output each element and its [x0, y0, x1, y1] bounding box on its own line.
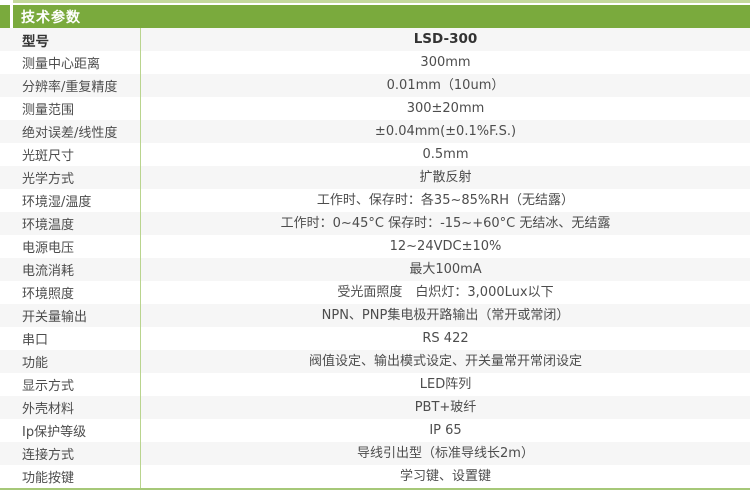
table-row: 型号 LSD-300	[0, 28, 750, 51]
param-value: 12~24VDC±10%	[140, 235, 750, 258]
param-value: 学习键、设置键	[140, 465, 750, 488]
param-value: 300mm	[140, 51, 750, 74]
param-value: ±0.04mm(±0.1%F.S.)	[140, 120, 750, 143]
table-row: 光学方式 扩散反射	[0, 166, 750, 189]
table-row: 外壳材料 PBT+玻纤	[0, 396, 750, 419]
param-value: 300±20mm	[140, 97, 750, 120]
header-bar: 技术参数	[13, 5, 750, 28]
bottom-border-line	[0, 488, 750, 490]
param-label: 串口	[22, 333, 49, 348]
table-row: 环境湿/温度 工作时、保存时：各35~85%RH（无结露）	[0, 189, 750, 212]
table-row: 电源电压 12~24VDC±10%	[0, 235, 750, 258]
param-label: Ip保护等级	[22, 425, 87, 440]
param-value: 最大100mA	[140, 258, 750, 281]
param-label: 连接方式	[22, 448, 75, 463]
param-label: 测量中心距离	[22, 57, 101, 72]
param-value: PBT+玻纤	[140, 396, 750, 419]
table-row: 功能 阀值设定、输出模式设定、开关量常开常闭设定	[0, 350, 750, 373]
top-border-gap	[0, 3, 750, 5]
table-row: 绝对误差/线性度 ±0.04mm(±0.1%F.S.)	[0, 120, 750, 143]
table-row: 功能按键 学习键、设置键	[0, 465, 750, 488]
param-label: 显示方式	[22, 379, 75, 394]
param-label: 环境照度	[22, 287, 75, 302]
table-row: 分辨率/重复精度 0.01mm（10um）	[0, 74, 750, 97]
table-row: 测量中心距离 300mm	[0, 51, 750, 74]
param-label: 开关量输出	[22, 310, 88, 325]
param-value: RS 422	[140, 327, 750, 350]
param-label: 电源电压	[22, 241, 75, 256]
table-row: 开关量输出 NPN、PNP集电极开路输出（常开或常闭）	[0, 304, 750, 327]
param-label: 电流消耗	[22, 264, 75, 279]
param-label: 分辨率/重复精度	[22, 80, 118, 95]
param-value: 导线引出型（标准导线长2m）	[140, 442, 750, 465]
param-value: 阀值设定、输出模式设定、开关量常开常闭设定	[140, 350, 750, 373]
header-accent-square	[0, 5, 10, 28]
param-label: 光斑尺寸	[22, 149, 75, 164]
param-value: 受光面照度 白炽灯：3,000Lux以下	[140, 281, 750, 304]
table-row: 连接方式 导线引出型（标准导线长2m）	[0, 442, 750, 465]
param-label: 环境湿/温度	[22, 195, 92, 210]
table-row: 电流消耗 最大100mA	[0, 258, 750, 281]
param-label: 环境温度	[22, 218, 75, 233]
param-value: NPN、PNP集电极开路输出（常开或常闭）	[140, 304, 750, 327]
param-label: 光学方式	[22, 172, 75, 187]
param-value: 0.5mm	[140, 143, 750, 166]
table-row: 显示方式 LED阵列	[0, 373, 750, 396]
param-label: 外壳材料	[22, 402, 75, 417]
param-label: 型号	[22, 33, 49, 50]
param-value: LED阵列	[140, 373, 750, 396]
param-value: 0.01mm（10um）	[140, 74, 750, 97]
spec-table: 型号 LSD-300 测量中心距离 300mm 分辨率/重复精度 0.01mm（…	[0, 28, 750, 488]
section-header: 技术参数	[0, 5, 750, 28]
table-row: 测量范围 300±20mm	[0, 97, 750, 120]
section-title: 技术参数	[21, 9, 81, 26]
param-label: 功能按键	[22, 471, 75, 486]
header-accent-gap	[10, 5, 13, 28]
param-value: IP 65	[140, 419, 750, 442]
param-value: 工作时、保存时：各35~85%RH（无结露）	[140, 189, 750, 212]
table-row: 光斑尺寸 0.5mm	[0, 143, 750, 166]
param-value: 扩散反射	[140, 166, 750, 189]
param-label: 绝对误差/线性度	[22, 126, 118, 141]
param-value: LSD-300	[140, 28, 750, 51]
table-row: 环境照度 受光面照度 白炽灯：3,000Lux以下	[0, 281, 750, 304]
table-row: Ip保护等级 IP 65	[0, 419, 750, 442]
table-row: 环境温度 工作时：0~45°C 保存时：-15~+60°C 无结冰、无结露	[0, 212, 750, 235]
table-row: 串口 RS 422	[0, 327, 750, 350]
top-border-line	[13, 0, 750, 3]
param-label: 功能	[22, 356, 49, 371]
param-value: 工作时：0~45°C 保存时：-15~+60°C 无结冰、无结露	[140, 212, 750, 235]
param-label: 测量范围	[22, 103, 75, 118]
